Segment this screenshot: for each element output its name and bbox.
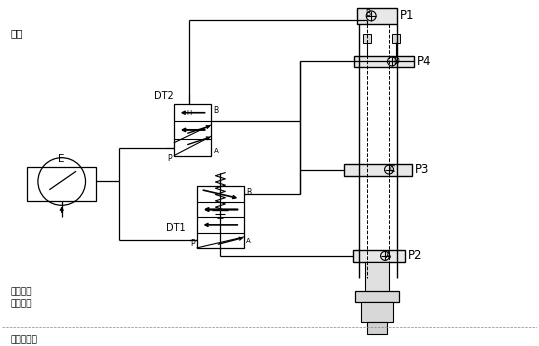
Bar	[357, 8, 397, 24]
Text: B: B	[213, 106, 219, 115]
Text: 膛活塞杆: 膛活塞杆	[10, 300, 32, 309]
Text: 的液压油: 的液压油	[10, 288, 32, 297]
Text: A: A	[213, 148, 218, 154]
Text: E: E	[58, 154, 65, 164]
Text: B: B	[246, 189, 251, 198]
Text: D: D	[393, 57, 399, 66]
Text: P2: P2	[408, 249, 423, 262]
Text: H: H	[186, 110, 191, 116]
Text: P3: P3	[415, 163, 429, 176]
Bar	[354, 56, 414, 67]
Bar	[355, 291, 399, 302]
Text: P: P	[167, 154, 172, 163]
Text: B: B	[365, 9, 370, 18]
Text: DT2: DT2	[154, 91, 174, 101]
Text: P4: P4	[417, 55, 431, 68]
Bar	[353, 250, 405, 262]
Text: P1: P1	[400, 9, 414, 22]
Text: A: A	[246, 238, 251, 244]
Bar	[365, 262, 389, 300]
Bar	[367, 322, 387, 334]
Bar	[197, 186, 244, 248]
Text: 个：: 个：	[10, 28, 23, 38]
Text: DT1: DT1	[166, 223, 185, 233]
Text: 气路连接图: 气路连接图	[10, 335, 37, 344]
Text: A: A	[386, 252, 391, 261]
Text: C: C	[390, 165, 395, 174]
Bar	[344, 164, 412, 175]
Bar	[361, 302, 393, 322]
Bar	[392, 34, 400, 43]
Text: P: P	[190, 239, 195, 248]
Bar	[363, 34, 371, 43]
Bar	[27, 167, 96, 201]
Bar	[174, 104, 211, 156]
